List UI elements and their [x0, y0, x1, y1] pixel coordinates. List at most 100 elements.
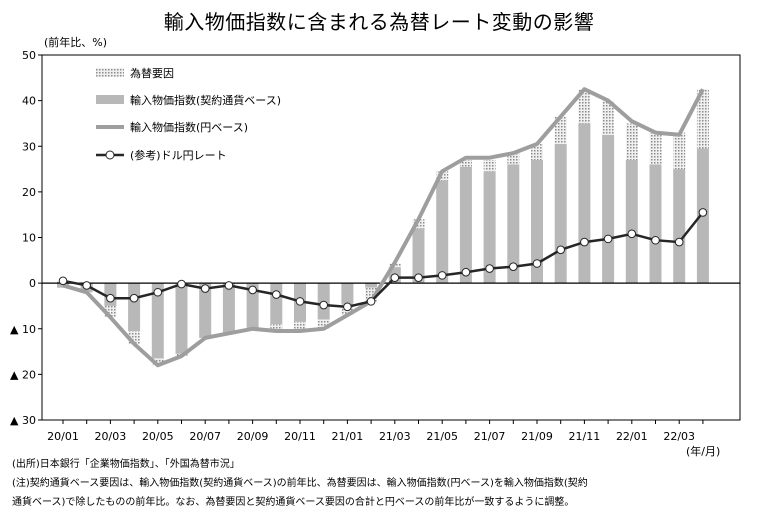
bar-fx-factor	[294, 321, 306, 332]
y-tick-label: 50	[22, 49, 36, 62]
bar-contract	[175, 283, 188, 354]
legend-swatch-contract	[96, 95, 124, 104]
bar-contract	[459, 166, 472, 284]
legend-label-fxrate: (参考)ドル円レート	[130, 148, 227, 162]
bar-fx-factor	[104, 305, 117, 318]
bar-contract	[602, 134, 615, 284]
x-tick-label: 21/01	[332, 430, 364, 443]
point-fx-rate	[177, 279, 186, 289]
bar-contract	[246, 283, 259, 329]
point-fx-rate	[224, 281, 234, 290]
point-fx-rate	[414, 273, 423, 282]
bar-contract	[673, 169, 686, 284]
legend-label-fx: 為替要因	[130, 66, 174, 80]
plot-area: 50 40 30 20 10 0 ▲ 10 ▲ 20 ▲ 30 20/01 20/03 20/05 20…	[10, 49, 741, 443]
x-tick-label: 22/01	[616, 430, 648, 443]
point-fx-rate	[580, 237, 589, 247]
chart-title: 輸入物価指数に含まれる為替レート変動の影響	[163, 10, 595, 34]
x-tick-label: 20/07	[189, 430, 221, 443]
x-tick-label: 20/03	[95, 430, 127, 443]
bar-fx-factor	[483, 159, 496, 172]
bar-fx-factor	[649, 132, 662, 165]
y-tick-label: ▲ 10	[10, 323, 36, 336]
point-fx-rate	[674, 237, 684, 247]
point-fx-rate	[509, 262, 518, 272]
source-note: (出所)日本銀行「企業物価指数」、「外国為替市況」	[12, 459, 240, 470]
legend-swatch-fx	[96, 68, 124, 77]
bar-contract	[436, 180, 449, 284]
bar-contract	[531, 159, 543, 284]
bar-fx-factor	[625, 123, 638, 160]
bar-fx-factor	[554, 116, 567, 144]
bar-fx-factor	[696, 89, 709, 149]
point-fx-rate	[366, 297, 376, 306]
x-unit-label: (年/月)	[686, 445, 721, 458]
bar-fx-factor	[459, 159, 472, 167]
bar-fx-factor	[317, 319, 330, 329]
bar-fx-factor	[602, 100, 615, 135]
point-fx-rate	[272, 290, 281, 299]
footnote-line-2: 通貨ベース)で除したものの前年比。なお、為替要因と契約通貨ベース要因の合計と円ベ…	[12, 497, 575, 508]
y-tick-label: 30	[22, 140, 36, 153]
point-fx-rate	[319, 300, 329, 310]
bar-contract	[554, 143, 567, 284]
x-tick-label: 21/07	[474, 430, 506, 443]
bar-contract	[341, 283, 354, 304]
point-fx-rate	[58, 276, 68, 286]
point-fx-rate	[437, 271, 447, 280]
x-tick-label: 20/01	[47, 430, 79, 443]
point-fx-rate	[485, 264, 494, 273]
bar-contract	[412, 228, 425, 284]
y-tick-label: ▲ 30	[10, 414, 36, 427]
bar-contract	[151, 283, 164, 359]
point-fx-rate	[295, 297, 305, 306]
legend: 為替要因 輸入物価指数(契約通貨ベース) 輸入物価指数(円ベース) (参考)ドル…	[96, 66, 281, 162]
bar-fx-factor	[578, 89, 591, 124]
y-tick-label: 20	[22, 186, 36, 199]
bar-contract	[365, 283, 378, 288]
y-tick-label: 0	[29, 277, 36, 290]
x-tick-label: 20/09	[237, 430, 269, 443]
point-fx-rate	[390, 273, 400, 282]
y-tick-label: ▲ 20	[10, 368, 36, 381]
point-fx-rate	[627, 229, 637, 239]
y-tick-label: 40	[22, 95, 36, 108]
bar-fx-factor	[151, 358, 164, 366]
x-tick-label: 21/11	[569, 430, 601, 443]
point-fx-rate	[343, 302, 352, 312]
legend-label-yen: 輸入物価指数(円ベース)	[130, 120, 248, 134]
legend-marker-fxrate	[105, 150, 115, 160]
x-tick-label: 21/09	[521, 430, 553, 443]
bar-contract	[507, 164, 520, 284]
bar-contract	[270, 283, 283, 325]
point-fx-rate	[106, 293, 115, 303]
point-fx-rate	[82, 281, 91, 290]
line-yen-base	[62, 87, 705, 368]
bar-fx-factor	[531, 143, 543, 160]
point-fx-rate	[129, 293, 139, 303]
point-fx-rate	[200, 284, 210, 293]
footnote-line-1: (注)契約通貨ベース要因は、輸入物価指数(契約通貨ベース)の前年比、為替要因は、…	[12, 478, 588, 489]
bar-contract	[128, 283, 141, 332]
point-fx-rate	[532, 259, 542, 268]
bar-contract	[625, 159, 638, 284]
y-tick-label: 10	[22, 232, 36, 245]
bar-fx-factor	[673, 132, 686, 170]
x-tick-label: 21/03	[379, 430, 411, 443]
bar-contract	[483, 171, 496, 284]
point-fx-rate	[248, 285, 257, 295]
bar-fx-factor	[436, 171, 449, 181]
point-fx-rate	[153, 287, 163, 297]
x-tick-label: 22/03	[663, 430, 695, 443]
line-fx-rate	[62, 211, 704, 309]
legend-label-contract: 輸入物価指数(契約通貨ベース)	[130, 93, 281, 107]
x-tick-label: 21/05	[426, 430, 458, 443]
bar-contract	[222, 283, 235, 334]
bar-fx-factor	[507, 153, 520, 165]
bar-fx-factor	[270, 324, 283, 332]
point-fx-rate	[698, 208, 708, 217]
x-tick-label: 20/11	[284, 430, 316, 443]
bar-contract	[578, 123, 591, 284]
point-fx-rate	[556, 245, 566, 255]
